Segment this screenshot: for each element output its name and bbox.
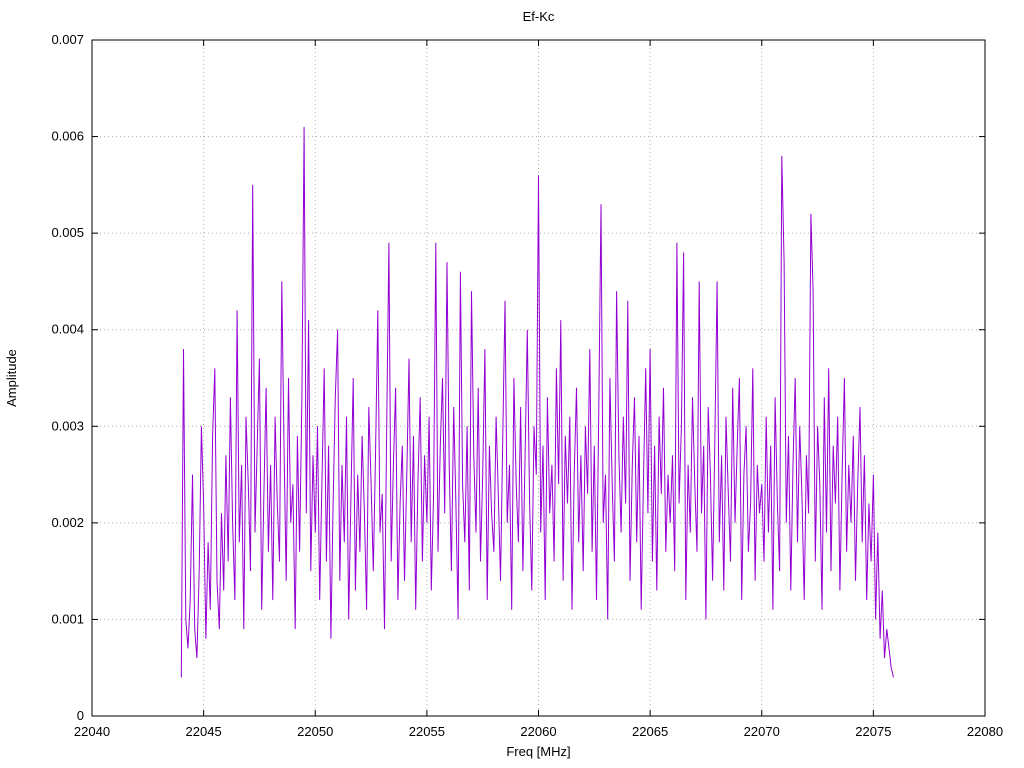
spectrum-trace [180, 126, 894, 678]
y-tick-label: 0.004 [51, 322, 84, 337]
tick-labels: 22040 22045 22050 22055 22060 22065 22070 22075… [51, 32, 1003, 739]
spectrum-trace-layer [180, 126, 894, 678]
y-tick-label: 0.006 [51, 129, 84, 144]
y-tick-label: 0.007 [51, 32, 84, 47]
y-tick-label: 0.001 [51, 611, 84, 626]
y-tick-label: 0.005 [51, 225, 84, 240]
grid [92, 40, 985, 716]
x-tick-label: 22060 [520, 724, 556, 739]
x-tick-label: 22065 [632, 724, 668, 739]
x-tick-label: 22080 [967, 724, 1003, 739]
x-tick-label: 22055 [409, 724, 445, 739]
y-tick-label: 0.002 [51, 515, 84, 530]
x-axis-label: Freq [MHz] [506, 744, 570, 759]
x-tick-label: 22070 [744, 724, 780, 739]
x-tick-label: 22075 [855, 724, 891, 739]
x-tick-label: 22050 [297, 724, 333, 739]
plot-border [91, 39, 986, 717]
y-axis-label: Amplitude [4, 349, 19, 407]
x-tick-label: 22045 [186, 724, 222, 739]
chart-title: Ef-Kc [523, 9, 555, 24]
x-tick-label: 22040 [74, 724, 110, 739]
tick-marks [91, 39, 986, 717]
y-tick-label: 0.003 [51, 418, 84, 433]
y-tick-label: 0 [77, 708, 84, 723]
